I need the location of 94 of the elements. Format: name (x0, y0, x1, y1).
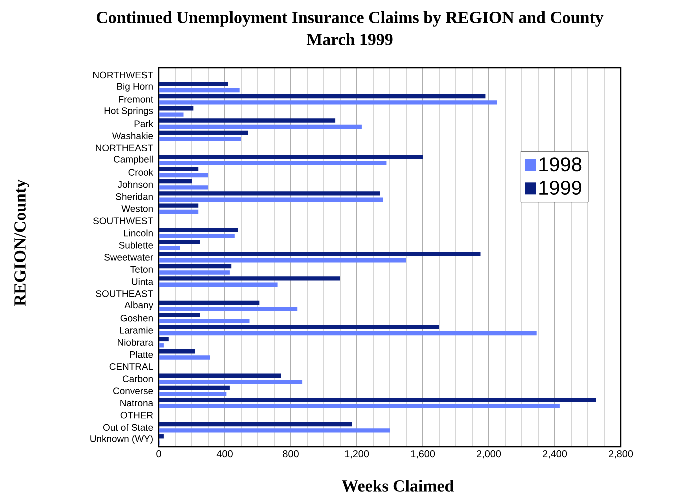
y-tick-label: SOUTHWEST (94, 218, 154, 224)
y-tick-label: Carbon (122, 376, 153, 382)
y-tick-label: Platte (130, 351, 154, 358)
y-tick-label: OTHER (120, 412, 154, 419)
y-tick-label: Fremont (119, 96, 154, 103)
bar (159, 130, 248, 136)
x-tick-label: 1,600 (411, 450, 436, 459)
bar (159, 325, 440, 330)
bar (159, 331, 537, 336)
y-tick-label: Lincoln (124, 230, 153, 237)
y-tick-label: CENTRAL (110, 363, 154, 370)
y-tick-label: Campbell (114, 156, 153, 165)
bar (159, 210, 199, 214)
y-tick-label: Weston (122, 206, 153, 212)
y-tick-label: Uinta (132, 278, 154, 286)
bar (159, 155, 424, 160)
y-tick-label: Hot Springs (104, 107, 154, 116)
bar (159, 422, 352, 427)
bar (159, 94, 486, 99)
bar (159, 167, 199, 172)
bar (159, 88, 240, 93)
y-tick-label: Big Horn (118, 83, 153, 92)
legend-label: 1999 (540, 180, 582, 196)
bar (159, 240, 200, 244)
bar (159, 82, 228, 86)
y-tick-label: NORTHEAST (96, 144, 154, 152)
y-tick-label: Crook (128, 168, 154, 176)
bar (159, 386, 230, 390)
y-tick-label: Teton (130, 266, 153, 273)
x-tick-label: 800 (283, 450, 299, 458)
x-tick-label: 2,800 (609, 450, 634, 459)
bar (159, 392, 227, 396)
x-tick-label: 2,400 (543, 450, 568, 459)
chart-title: Continued Unemployment Insurance Claims by REGION and County (96, 12, 604, 27)
bar (159, 161, 387, 166)
y-tick-label: Park (134, 120, 154, 128)
bar (159, 124, 362, 130)
y-tick-label: NORTHWEST (94, 72, 154, 79)
bar (159, 118, 336, 123)
bar (159, 246, 180, 251)
y-tick-label: Natrona (120, 400, 154, 407)
y-tick-label: Sweetwater (104, 254, 154, 261)
y-tick-label: Johnson (118, 181, 153, 188)
x-tick-label: 2,000 (477, 450, 502, 459)
bar (159, 100, 498, 105)
x-axis-title: Weeks Claimed (342, 480, 454, 492)
bar (159, 398, 596, 402)
x-tick-label: 0 (156, 450, 162, 458)
bar (159, 428, 390, 433)
y-tick-label: Converse (114, 388, 154, 394)
bar (159, 112, 184, 117)
bar (159, 186, 208, 190)
bar (159, 380, 303, 384)
chart-subtitle: March 1999 (306, 34, 393, 46)
bar (159, 270, 230, 275)
y-tick-label: Out of State (104, 424, 154, 432)
bar (159, 276, 340, 281)
y-tick-label: Sublette (119, 242, 154, 249)
y-tick-label: Sheridan (116, 193, 153, 200)
y-tick-label: SOUTHEAST (96, 290, 154, 298)
bar (159, 137, 242, 142)
bar (159, 337, 169, 342)
bar (159, 198, 384, 202)
y-tick-label: Goshen (120, 314, 153, 322)
bar (159, 404, 560, 408)
bar (159, 192, 380, 196)
bar (159, 106, 194, 111)
y-tick-label: Niobrara (118, 339, 154, 346)
y-tick-label: Unknown (WY) (90, 435, 153, 444)
y-tick-label: Laramie (120, 326, 154, 334)
x-tick-label: 400 (216, 450, 233, 458)
bar (159, 356, 210, 360)
bar (159, 173, 208, 178)
bar (159, 264, 232, 269)
bar (159, 313, 200, 318)
legend-label: 1998 (540, 158, 582, 172)
bar (159, 319, 250, 324)
bar (159, 344, 164, 348)
bar (159, 179, 192, 184)
x-tick-label: 1,200 (345, 450, 370, 459)
bar (159, 204, 199, 208)
bar (159, 307, 298, 312)
bar (159, 234, 235, 238)
bar (159, 252, 481, 257)
bar (159, 374, 282, 378)
bar (159, 349, 196, 354)
bar (159, 258, 407, 263)
bar (159, 300, 260, 306)
bar (159, 434, 164, 439)
y-axis-title: REGION/County (14, 180, 30, 306)
bar (159, 282, 278, 287)
y-tick-label: Albany (124, 302, 154, 311)
bar (159, 228, 238, 232)
y-tick-label: Washakie (112, 132, 154, 140)
